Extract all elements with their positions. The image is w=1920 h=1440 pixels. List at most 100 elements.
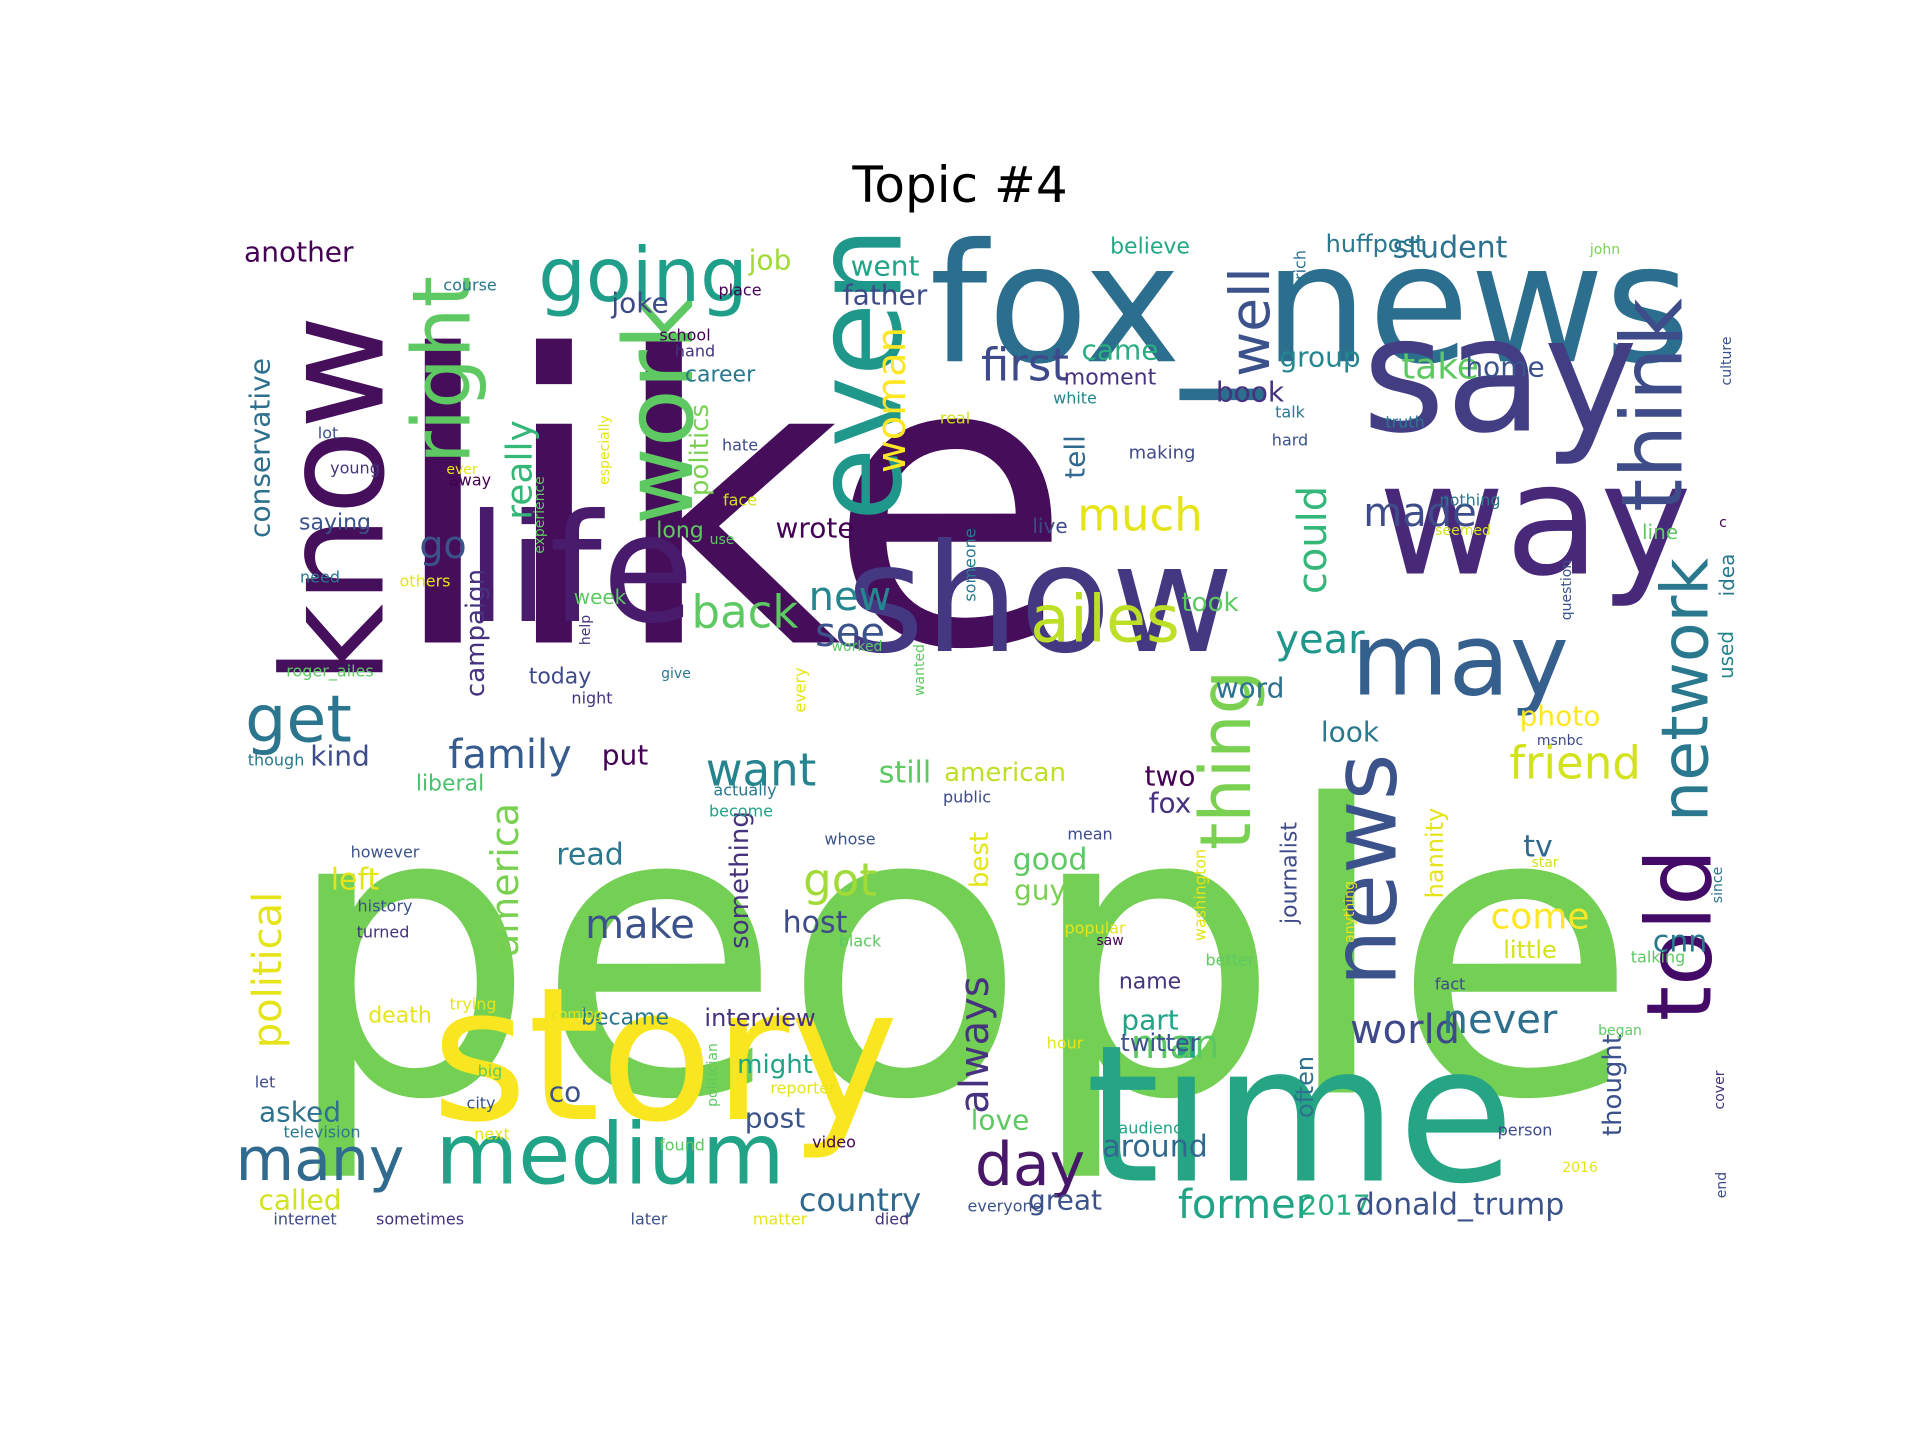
word-saw: saw — [1096, 933, 1123, 949]
word-especially: especially — [597, 415, 613, 485]
word-put: put — [602, 739, 649, 772]
word-donald-trump: donald_trump — [1356, 1188, 1565, 1223]
word-audience: audience — [1118, 1119, 1191, 1138]
word-death: death — [368, 1004, 432, 1029]
word-internet: internet — [273, 1210, 336, 1229]
word-really: really — [500, 420, 541, 520]
word-whose: whose — [824, 830, 875, 849]
word-career: career — [685, 363, 756, 388]
word-fox-news: fox_news — [929, 208, 1690, 400]
word-talk: talk — [1275, 403, 1306, 422]
word-got: got — [803, 854, 877, 907]
word-political: political — [245, 892, 291, 1049]
word-another: another — [244, 236, 354, 269]
word-guy: guy — [1014, 874, 1066, 907]
word-rich: rich — [1291, 250, 1310, 280]
word-actually: actually — [713, 781, 776, 800]
word-people: people — [282, 723, 1638, 1188]
word-long: long — [656, 519, 703, 544]
word-saying: saying — [299, 511, 371, 536]
word-hate: hate — [722, 436, 758, 455]
word-seemed: seemed — [1435, 523, 1491, 539]
word-often: often — [1291, 1056, 1319, 1118]
word-first: first — [981, 339, 1069, 392]
word-c: c — [1719, 515, 1727, 531]
word-fox: fox — [1149, 787, 1192, 820]
word-away: away — [449, 471, 491, 490]
word-place: place — [718, 281, 761, 300]
word-thing: thing — [1185, 670, 1267, 850]
word-fact: fact — [1435, 975, 1466, 994]
word-think: think — [1604, 298, 1703, 512]
word-question: question — [1559, 560, 1575, 620]
word-day: day — [975, 1130, 1085, 1200]
word-moment: moment — [1064, 366, 1157, 391]
word-big: big — [478, 1062, 503, 1081]
word-city: city — [467, 1094, 496, 1113]
word-used: used — [1714, 631, 1738, 679]
word-word: word — [1216, 672, 1285, 705]
word-came: came — [1081, 334, 1158, 367]
word-man: man — [1131, 1022, 1220, 1068]
word-student: student — [1393, 231, 1508, 266]
word-told: told — [1628, 849, 1733, 1022]
word-everyone: everyone — [968, 1197, 1043, 1216]
word-next: next — [474, 1125, 509, 1144]
word-john: john — [1589, 242, 1620, 258]
word-anything: anything — [1342, 881, 1358, 943]
word-around: around — [1102, 1130, 1207, 1165]
word-life: life — [466, 483, 694, 657]
word-public: public — [943, 788, 991, 807]
word-real: real — [940, 409, 970, 428]
word-died: died — [875, 1210, 910, 1229]
word-night: night — [571, 689, 612, 708]
word-left: left — [331, 863, 380, 898]
word-turned: turned — [357, 923, 410, 942]
word-2017: 2017 — [1299, 1189, 1370, 1222]
word-video: video — [812, 1133, 856, 1152]
word-television: television — [283, 1123, 360, 1142]
word-news: news — [1313, 754, 1418, 987]
word-trying: trying — [449, 995, 496, 1014]
word-ever: ever — [446, 462, 478, 478]
word-wanted: wanted — [912, 644, 928, 696]
word-american: american — [944, 758, 1066, 788]
word-know: know — [254, 315, 417, 685]
word-young: young — [330, 459, 380, 478]
word-week: week — [574, 585, 627, 609]
word-part: part — [1121, 1004, 1178, 1037]
word-person: person — [1498, 1121, 1553, 1140]
word-hand: hand — [675, 342, 715, 361]
word-much: much — [1077, 489, 1203, 542]
word-best: best — [965, 832, 995, 888]
word-however: however — [351, 843, 420, 862]
word-come: come — [1490, 897, 1589, 938]
word-time: time — [1085, 1005, 1514, 1226]
word-help: help — [578, 615, 594, 645]
word-hour: hour — [1047, 1034, 1084, 1053]
word-began: began — [1598, 1023, 1642, 1039]
word-made: made — [1363, 490, 1476, 536]
word-mean: mean — [1067, 825, 1112, 844]
word-want: want — [706, 744, 817, 797]
word-love: love — [971, 1104, 1030, 1137]
word-good: good — [1013, 843, 1088, 878]
word-even: even — [791, 227, 930, 522]
word-politician: politician — [705, 1043, 721, 1107]
word-live: live — [1032, 514, 1067, 538]
word-always: always — [952, 976, 998, 1113]
word-white: white — [1053, 389, 1097, 408]
word-many: many — [236, 1125, 405, 1195]
word-tell: tell — [1059, 435, 1092, 479]
word-work: work — [605, 295, 715, 525]
word-line: line — [1642, 520, 1678, 544]
word-father: father — [843, 279, 928, 312]
word-become: become — [709, 802, 773, 821]
word-great: great — [1028, 1184, 1102, 1217]
word-someone: someone — [961, 528, 980, 601]
word-let: let — [255, 1073, 276, 1092]
word-family: family — [448, 732, 571, 778]
word-campaign: campaign — [461, 569, 491, 697]
word-truth: truth — [1385, 413, 1424, 432]
word-co: co — [549, 1076, 582, 1109]
